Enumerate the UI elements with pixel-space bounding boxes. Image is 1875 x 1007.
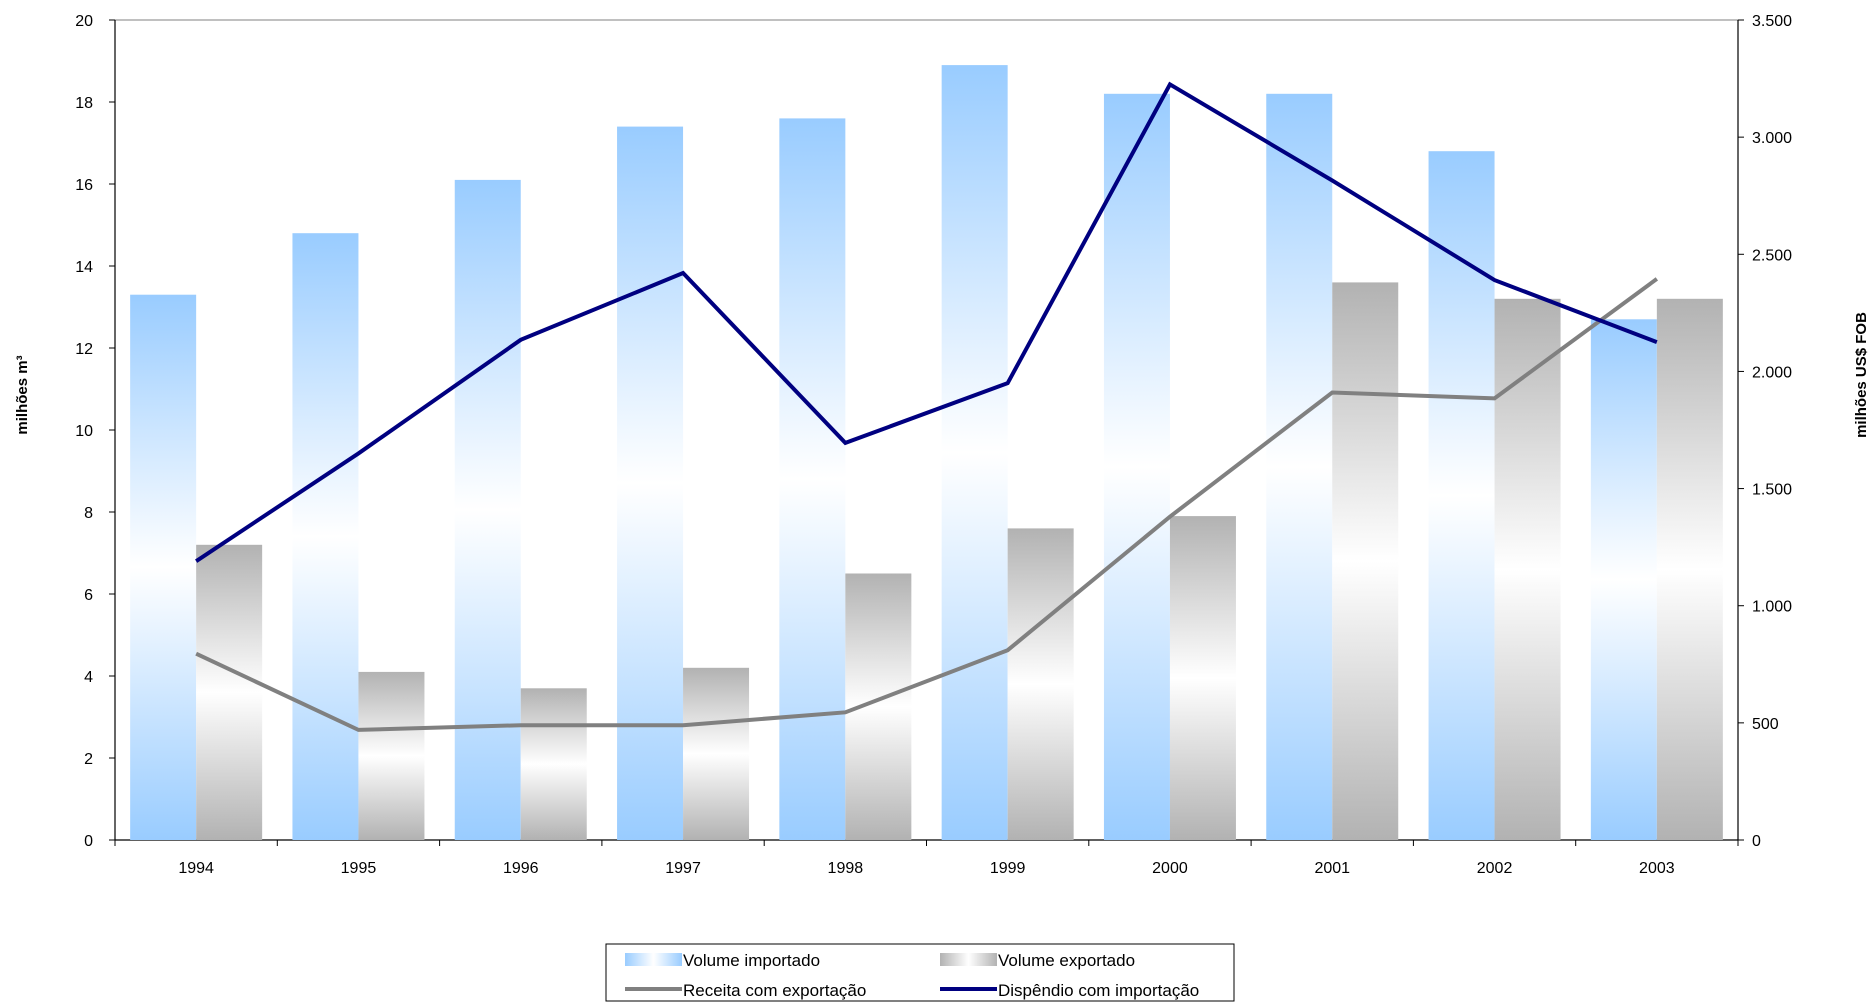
y-left-tick-label: 14 [75,259,93,276]
y-right-tick-label: 2.000 [1752,364,1792,381]
y-left-tick-label: 20 [75,13,93,30]
y-left-tick-label: 12 [75,341,93,358]
x-tick-label: 2002 [1477,860,1513,877]
y-right-tick-label: 3.000 [1752,130,1792,147]
bar-volume-importado-2001 [1266,93,1333,841]
bar-volume-exportado-2002 [1494,298,1561,840]
y-left-tick-label: 8 [84,505,93,522]
legend-swatch-export [940,953,997,966]
y-axis-right-title: milhões US$ FOB [1853,312,1870,438]
line-receita-exportacao [195,277,1659,732]
bar-volume-importado-2000 [1103,93,1170,841]
y-left-tick-label: 10 [75,423,93,440]
y-left-tick-label: 2 [84,751,93,768]
x-tick-label: 1998 [828,860,864,877]
y-left-tick-label: 18 [75,95,93,112]
y-left-tick-label: 16 [75,177,93,194]
y-right-tick-label: 3.500 [1752,13,1792,30]
lines-layer [195,81,1659,732]
x-tick-label: 1994 [178,860,214,877]
y-right-tick-label: 0 [1752,833,1761,850]
x-tick-label: 2000 [1152,860,1188,877]
bar-volume-exportado-1999 [1007,528,1074,840]
x-tick-label: 1995 [341,860,377,877]
bar-volume-exportado-1994 [196,544,263,840]
y-left-tick-label: 0 [84,833,93,850]
x-tick-label: 2001 [1314,860,1350,877]
legend-box [605,943,1235,1002]
y-axis-left-title: milhões m³ [14,355,31,434]
bar-volume-exportado-2000 [1169,516,1236,840]
bar-volume-exportado-2001 [1332,282,1399,840]
y-left-tick-label: 4 [84,669,93,686]
line-dispendio-importacao [195,81,1658,563]
legend-label-import: Volume importado [683,951,820,970]
legend-swatch-import [625,953,682,966]
y-right-tick-label: 500 [1752,716,1779,733]
bar-volume-exportado-1996 [520,688,587,840]
x-tick-label: 1999 [990,860,1026,877]
bar-volume-importado-1997 [617,126,684,841]
bar-volume-importado-1994 [130,294,197,840]
bar-volume-importado-2003 [1590,319,1657,840]
legend: Volume importado Volume exportado Receit… [605,943,1235,1002]
bars-layer [130,65,1723,841]
bar-volume-importado-1999 [941,65,1008,841]
bar-volume-importado-1995 [292,233,359,840]
y-right-tick-label: 1.500 [1752,482,1792,499]
bar-volume-importado-1996 [454,179,521,840]
axes-layer: 0 2 4 6 8 10 12 14 16 18 20 0 500 1.000 1.500 2.000 2.50… [75,13,1792,877]
legend-label-dispendio: Dispêndio com importação [998,981,1199,1000]
bar-volume-importado-2002 [1428,151,1495,840]
legend-label-receita: Receita com exportação [683,981,866,1000]
y-left-tick-label: 6 [84,587,93,604]
x-tick-label: 1997 [665,860,701,877]
y-right-tick-label: 2.500 [1752,247,1792,264]
x-tick-label: 2003 [1639,860,1675,877]
x-tick-label: 1996 [503,860,539,877]
y-right-tick-label: 1.000 [1752,599,1792,616]
bar-volume-exportado-1995 [358,671,425,840]
legend-label-export: Volume exportado [998,951,1135,970]
bar-volume-importado-1998 [779,118,846,840]
bar-volume-exportado-2003 [1656,298,1723,840]
bar-volume-exportado-1997 [683,667,750,840]
